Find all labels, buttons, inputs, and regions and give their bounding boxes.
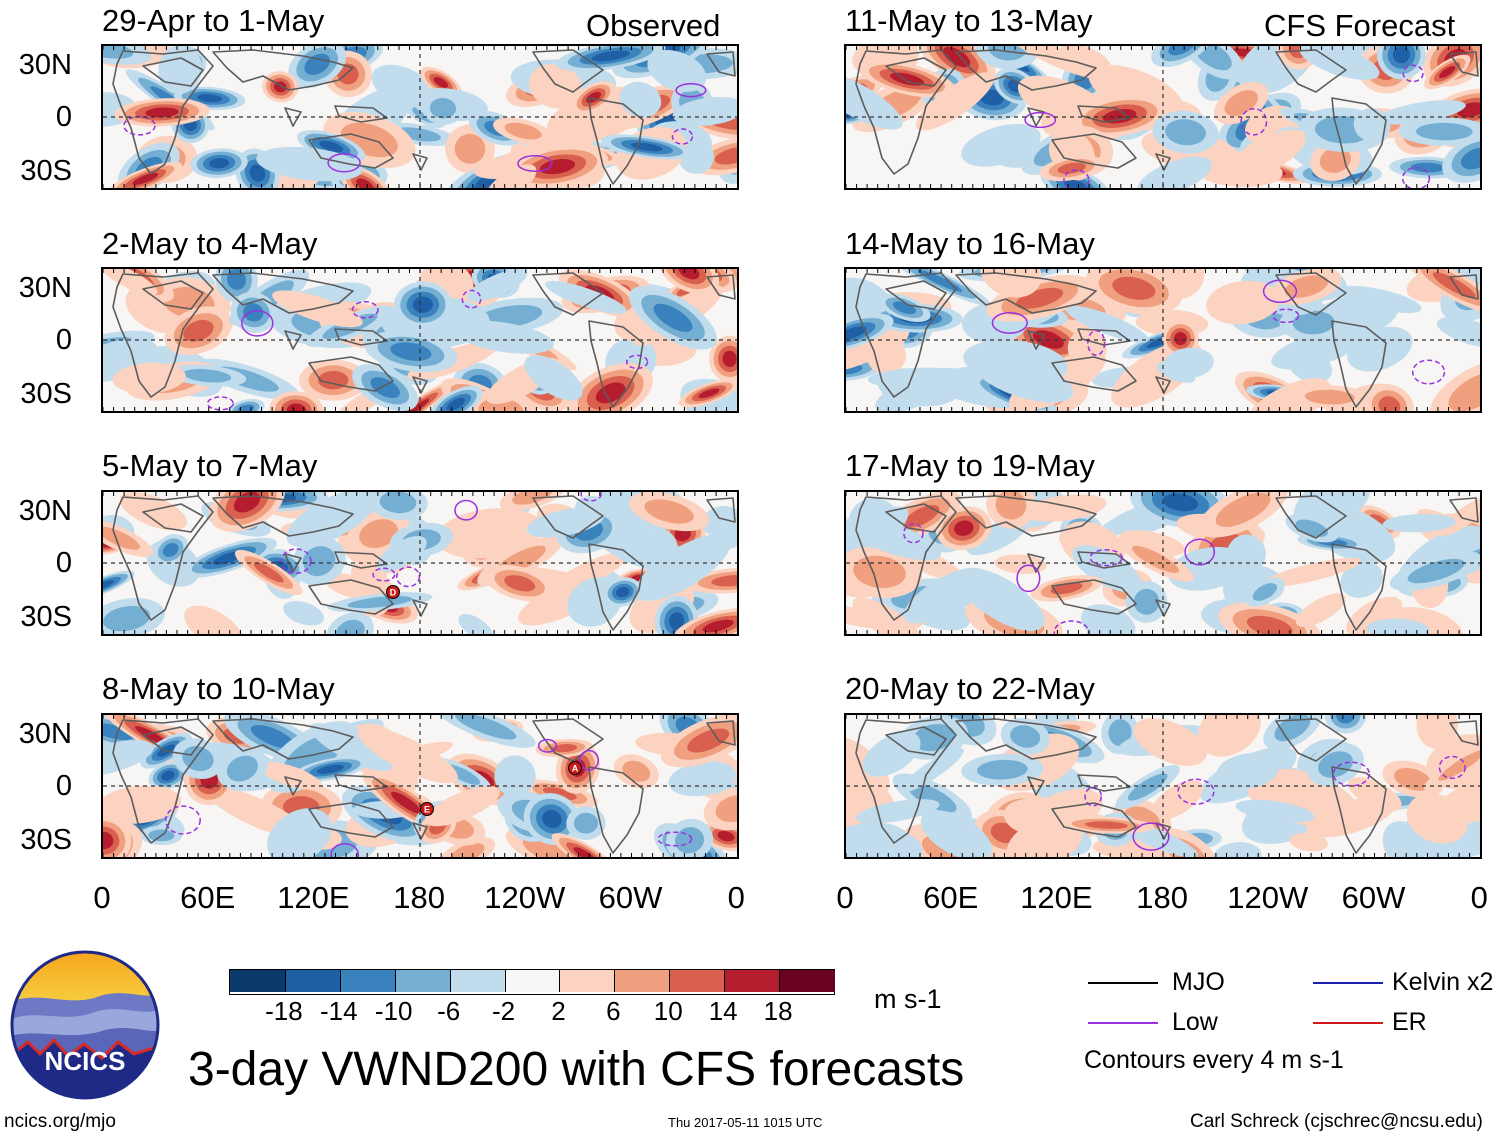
panel-title: 20-May to 22-May xyxy=(845,671,1095,706)
map-panel-observed-3: D xyxy=(101,490,739,636)
colorbar-tick-label: -18 xyxy=(265,996,303,1026)
legend-label-mjo: MJO xyxy=(1172,968,1225,996)
x-axis-label: 0 xyxy=(836,880,854,915)
colorbar-swatch xyxy=(779,970,836,992)
legend-line-mjo xyxy=(1088,982,1158,984)
map-panel-forecast-2 xyxy=(844,267,1482,413)
svg-text:D: D xyxy=(390,588,397,598)
colorbar-swatch xyxy=(449,970,507,992)
y-axis-label: 0 xyxy=(55,547,72,579)
colorbar-swatch xyxy=(614,970,671,992)
column-header-observed: Observed xyxy=(586,8,721,43)
vwnd-field xyxy=(103,269,737,411)
colorbar-tick-label: 14 xyxy=(708,996,738,1026)
x-axis-label: 120W xyxy=(484,880,566,915)
footer-url[interactable]: ncics.org/mjo xyxy=(4,1111,116,1132)
x-axis-label: 180 xyxy=(1136,880,1188,915)
colorbar-tick-label: 10 xyxy=(653,996,683,1026)
y-axis-label: 0 xyxy=(55,770,72,802)
colorbar-units: m s-1 xyxy=(874,984,942,1014)
y-axis-label: 30S xyxy=(20,378,72,410)
colorbar-tick-label: -2 xyxy=(491,996,516,1026)
colorbar-tick-label: 2 xyxy=(551,996,566,1026)
y-axis-label: 30N xyxy=(18,718,72,750)
storm-marker: E xyxy=(420,802,434,816)
panel-title: 29-Apr to 1-May xyxy=(102,3,325,38)
x-axis-label: 0 xyxy=(93,880,111,915)
colorbar-tick-label: -10 xyxy=(374,996,413,1026)
panel-title: 5-May to 7-May xyxy=(102,448,318,483)
x-axis-label: 60E xyxy=(923,880,979,915)
colorbar-swatch xyxy=(724,970,781,992)
y-axis-label: 30N xyxy=(18,49,72,81)
colorbar-tick-label: 6 xyxy=(606,996,621,1026)
vwnd-field xyxy=(846,492,1480,634)
x-axis-label: 60W xyxy=(598,880,663,915)
colorbar-swatch xyxy=(559,970,616,992)
column-header-forecast: CFS Forecast xyxy=(1264,8,1456,43)
legend-label-er: ER xyxy=(1392,1008,1427,1036)
map-panel-forecast-1 xyxy=(844,44,1482,190)
panel-title: 8-May to 10-May xyxy=(102,671,335,706)
panel-title: 17-May to 19-May xyxy=(845,448,1095,483)
vwnd-field xyxy=(103,46,737,188)
colorbar-tick-label: 18 xyxy=(763,996,793,1026)
storm-marker: A xyxy=(568,761,582,775)
svg-text:E: E xyxy=(424,805,430,815)
svg-text:A: A xyxy=(572,764,579,774)
colorbar-swatch xyxy=(339,970,397,992)
panel-title: 14-May to 16-May xyxy=(845,226,1095,261)
vwnd-field xyxy=(846,46,1480,188)
colorbar-tick-label: -6 xyxy=(437,996,461,1026)
x-axis-label: 120E xyxy=(277,880,350,915)
y-axis-label: 30S xyxy=(20,824,72,856)
legend-label-low: Low xyxy=(1172,1008,1218,1036)
map-panel-forecast-3 xyxy=(844,490,1482,636)
x-axis-label: 60W xyxy=(1341,880,1406,915)
legend-label-kelvin: Kelvin x2 xyxy=(1392,968,1494,996)
y-axis-label: 0 xyxy=(55,324,72,356)
x-axis-label: 180 xyxy=(393,880,445,915)
y-axis-label: 30S xyxy=(20,601,72,633)
colorbar-swatch xyxy=(284,970,342,992)
x-axis-label: 60E xyxy=(180,880,236,915)
main-title: 3-day VWND200 with CFS forecasts xyxy=(188,1043,965,1096)
colorbar-tick-label: -14 xyxy=(320,996,358,1026)
y-axis-label: 30S xyxy=(20,155,72,187)
colorbar-swatch xyxy=(230,970,286,992)
legend-line-low xyxy=(1088,1022,1158,1024)
map-panel-observed-1 xyxy=(101,44,739,190)
x-axis-label: 0 xyxy=(727,880,745,915)
footer-timestamp: Thu 2017-05-11 1015 UTC xyxy=(668,1115,823,1130)
y-axis-label: 30N xyxy=(18,272,72,304)
map-panel-forecast-4 xyxy=(844,713,1482,859)
legend-note: Contours every 4 m s-1 xyxy=(1084,1046,1344,1074)
vwnd-field: D xyxy=(103,492,737,634)
footer-author: Carl Schreck (cjschrec@ncsu.edu) xyxy=(1190,1111,1483,1132)
legend-line-kelvin xyxy=(1313,982,1383,984)
panel-title: 2-May to 4-May xyxy=(102,226,318,261)
x-axis-label: 120E xyxy=(1020,880,1093,915)
colorbar-swatch xyxy=(394,970,452,992)
vwnd-field: AE xyxy=(103,715,737,857)
vwnd-field xyxy=(846,715,1480,857)
x-axis-label: 0 xyxy=(1470,880,1488,915)
logo-text: NCICS xyxy=(45,1046,126,1076)
x-axis-label: 120W xyxy=(1227,880,1309,915)
ncics-logo: NCICS xyxy=(10,950,160,1100)
vwnd-field xyxy=(846,269,1480,411)
legend-line-er xyxy=(1313,1022,1383,1024)
y-axis-label: 0 xyxy=(55,101,72,133)
colorbar-swatch xyxy=(669,970,726,992)
colorbar-swatch xyxy=(504,970,561,992)
y-axis-label: 30N xyxy=(18,495,72,527)
map-panel-observed-2 xyxy=(101,267,739,413)
storm-marker: D xyxy=(386,585,400,599)
colorbar xyxy=(229,969,836,995)
panel-title: 11-May to 13-May xyxy=(845,3,1093,38)
